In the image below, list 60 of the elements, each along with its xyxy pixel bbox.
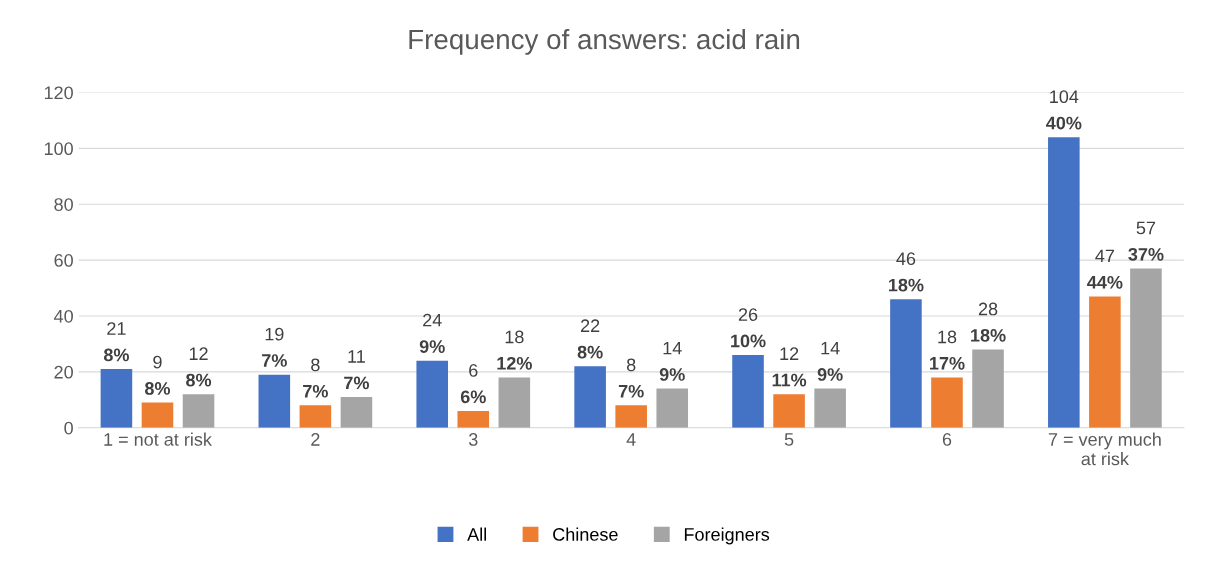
bar (615, 405, 647, 428)
legend-label: All (467, 527, 486, 541)
x-tick-label: 1 = not at risk (104, 432, 212, 446)
bar (141, 402, 174, 428)
data-label: 18 12% (497, 330, 532, 370)
bar (340, 396, 373, 428)
data-label: 46 18% (889, 252, 924, 292)
bar (732, 355, 764, 428)
bar (814, 388, 846, 428)
data-label: 8 7% (303, 358, 328, 398)
bar (498, 377, 531, 428)
data-label: 47 44% (1087, 249, 1123, 289)
data-label: 28 18% (971, 302, 1006, 342)
data-label: 26 10% (731, 308, 766, 348)
data-label: 12 11% (772, 347, 807, 387)
data-label: 11 7% (344, 350, 369, 390)
data-label: 57 37% (1128, 221, 1164, 261)
data-label: 12 8% (186, 347, 212, 387)
bar (972, 349, 1004, 428)
bar (182, 394, 215, 428)
data-label: 18 17% (930, 330, 965, 370)
data-label: 24 9% (419, 313, 445, 353)
bar (1048, 137, 1080, 428)
legend-label: Foreigners (684, 527, 770, 545)
bar (656, 388, 689, 428)
bar (258, 374, 291, 428)
data-label: 8 7% (618, 358, 644, 398)
bar (457, 410, 490, 428)
x-tick-label: 5 (784, 433, 794, 446)
bar (100, 369, 133, 428)
data-label: 6 6% (460, 364, 486, 404)
y-tick-label: 0 (64, 421, 73, 435)
bar (299, 405, 332, 428)
legend-label: Chinese (553, 527, 618, 541)
y-tick-label: 100 (44, 142, 73, 156)
data-label: 22 8% (577, 319, 603, 359)
bar (1089, 296, 1121, 428)
bar (574, 366, 606, 428)
data-label: 14 9% (817, 341, 843, 381)
y-tick-label: 60 (54, 254, 73, 267)
x-tick-label: 7 = very much at risk (1048, 432, 1161, 466)
data-label: 14 9% (659, 341, 685, 381)
bar (773, 394, 805, 428)
y-tick-label: 20 (54, 365, 73, 379)
x-tick-label: 2 (311, 433, 320, 446)
y-tick-label: 40 (53, 309, 73, 323)
bar (931, 377, 963, 428)
x-tick-label: 3 (468, 433, 478, 446)
y-tick-label: 80 (54, 198, 73, 211)
x-tick-label: 4 (626, 433, 636, 446)
chart-title: Frequency of answers: acid rain (409, 28, 800, 55)
bar (1130, 268, 1162, 428)
x-tick-label: 6 (942, 433, 952, 446)
data-label: 104 40% (1046, 90, 1082, 130)
bar (416, 360, 449, 428)
bar (890, 299, 922, 428)
data-label: 21 8% (103, 322, 129, 362)
data-label: 19 7% (262, 327, 287, 367)
y-tick-label: 120 (44, 86, 73, 100)
data-label: 9 8% (145, 355, 171, 395)
